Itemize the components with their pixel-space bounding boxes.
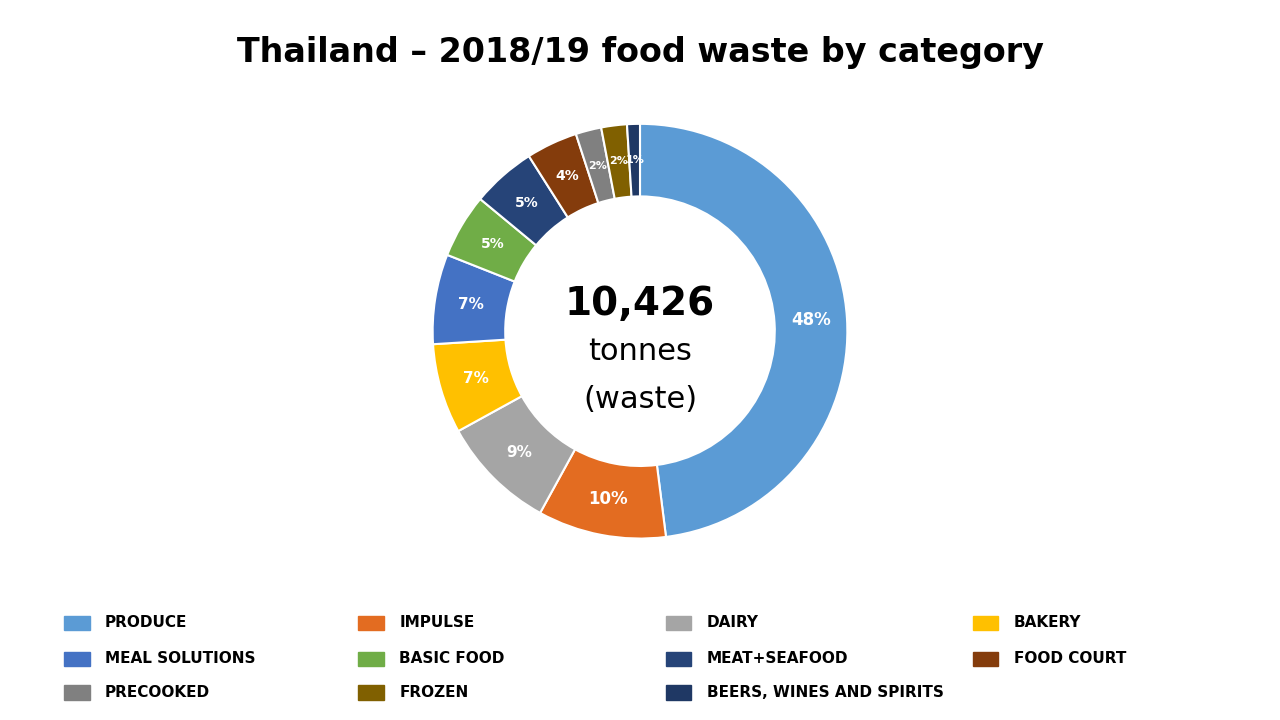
Wedge shape [480,156,568,246]
Text: 7%: 7% [458,297,484,312]
Text: 10%: 10% [588,490,627,508]
Wedge shape [640,124,847,537]
Text: 2%: 2% [588,161,607,171]
Text: 5%: 5% [515,196,539,210]
Text: 9%: 9% [506,445,532,459]
Wedge shape [447,199,536,282]
Text: BEERS, WINES AND SPIRITS: BEERS, WINES AND SPIRITS [707,685,943,700]
Text: (waste): (waste) [582,385,698,414]
Text: FOOD COURT: FOOD COURT [1014,652,1126,666]
Wedge shape [602,125,631,199]
Text: 2%: 2% [609,156,628,166]
Wedge shape [529,134,598,217]
Text: PRODUCE: PRODUCE [105,616,187,630]
Text: 4%: 4% [556,169,579,184]
Text: DAIRY: DAIRY [707,616,759,630]
Text: PRECOOKED: PRECOOKED [105,685,210,700]
Text: 48%: 48% [791,312,831,330]
Wedge shape [576,127,614,203]
Text: IMPULSE: IMPULSE [399,616,475,630]
Text: tonnes: tonnes [588,338,692,366]
Text: 10,426: 10,426 [564,285,716,323]
Wedge shape [627,124,640,197]
Text: MEAT+SEAFOOD: MEAT+SEAFOOD [707,652,849,666]
Wedge shape [433,340,522,431]
Text: 1%: 1% [625,156,644,165]
Text: BASIC FOOD: BASIC FOOD [399,652,504,666]
Text: MEAL SOLUTIONS: MEAL SOLUTIONS [105,652,256,666]
Wedge shape [458,396,575,513]
Text: FROZEN: FROZEN [399,685,468,700]
Wedge shape [540,449,666,539]
Text: 7%: 7% [463,372,489,387]
Text: Thailand – 2018/19 food waste by category: Thailand – 2018/19 food waste by categor… [237,36,1043,69]
Wedge shape [433,255,515,344]
Text: 5%: 5% [481,237,504,251]
Text: BAKERY: BAKERY [1014,616,1082,630]
